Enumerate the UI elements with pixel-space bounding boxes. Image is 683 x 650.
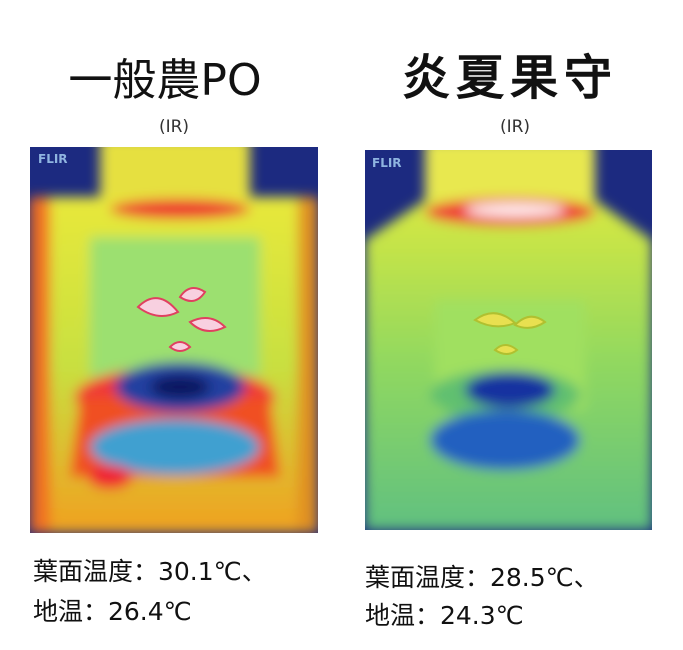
temperature-line: 葉面温度：28.5℃、 (365, 563, 599, 592)
camera-brand: FLIR (38, 152, 68, 166)
thermal-image (30, 147, 318, 533)
panel-title: 一般農PO (68, 55, 262, 106)
panel-subtitle: (IR) (158, 117, 190, 137)
panel-subtitle: (IR) (499, 117, 531, 137)
camera-brand: FLIR (372, 156, 402, 170)
thermal-image (365, 150, 652, 530)
temperature-line: 地温：24.3℃ (365, 601, 524, 630)
temperature-line: 地温：26.4℃ (33, 597, 192, 626)
panel-title: 炎夏果守 (401, 50, 618, 106)
temperature-line: 葉面温度：30.1℃、 (33, 557, 267, 586)
